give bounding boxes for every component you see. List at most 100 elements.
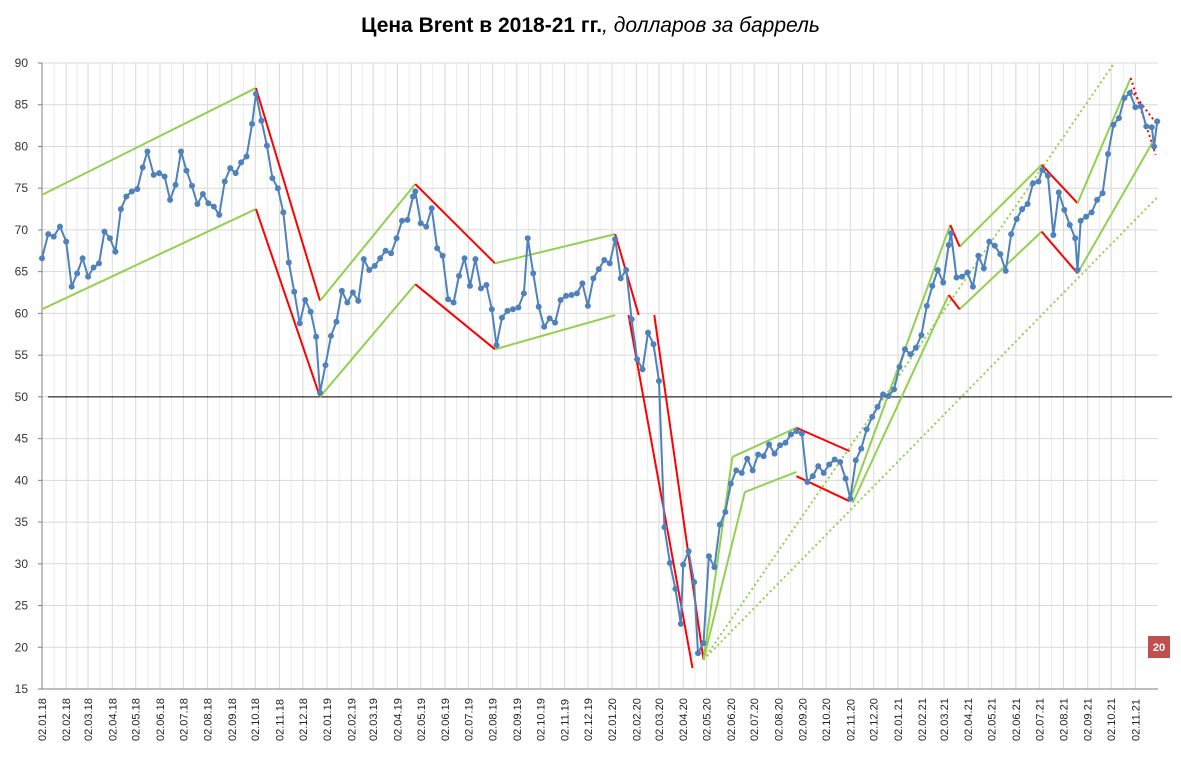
data-point — [760, 453, 767, 460]
x-tick-label: 02.02.19 — [346, 698, 358, 741]
data-point — [826, 461, 833, 468]
data-point — [366, 266, 373, 273]
data-point — [344, 299, 351, 306]
data-point — [997, 251, 1004, 258]
data-point — [568, 292, 575, 299]
trend-line-up — [41, 87, 257, 196]
data-point — [232, 170, 239, 177]
data-point — [1002, 267, 1009, 274]
data-point — [787, 431, 794, 438]
data-point — [322, 362, 329, 369]
price-series — [39, 90, 1161, 657]
data-point — [333, 318, 340, 325]
data-point — [958, 273, 965, 280]
y-tick-label: 40 — [15, 473, 29, 487]
data-point — [722, 509, 729, 516]
x-tick-label: 02.11.19 — [559, 699, 571, 741]
trend-line-down — [949, 224, 961, 248]
data-point — [274, 185, 281, 192]
data-point — [291, 288, 298, 295]
data-point — [880, 391, 887, 398]
data-point — [546, 315, 553, 322]
data-point — [79, 255, 86, 262]
data-point — [612, 236, 619, 243]
data-point — [1148, 124, 1155, 131]
data-point — [172, 181, 179, 188]
data-point — [1083, 213, 1090, 220]
data-point — [766, 441, 773, 448]
data-point — [439, 252, 446, 259]
data-point — [798, 430, 805, 437]
data-point — [953, 274, 960, 281]
x-tick-label: 02.12.18 — [298, 698, 310, 741]
data-point — [755, 451, 762, 458]
x-tick-label: 02.09.19 — [512, 698, 524, 741]
data-point — [634, 356, 641, 363]
data-point — [541, 323, 548, 330]
x-tick-label: 02.11.20 — [845, 699, 857, 741]
data-point — [896, 363, 903, 370]
x-tick-label: 02.04.19 — [392, 698, 404, 741]
data-point — [524, 235, 531, 242]
data-point — [227, 165, 234, 172]
y-tick-label: 85 — [15, 98, 29, 112]
data-point — [509, 306, 516, 313]
chart-title-bold: Цена Brent в 2018-21 гг. — [361, 14, 603, 37]
data-point — [705, 553, 712, 560]
x-tick-label: 02.03.18 — [83, 698, 95, 741]
data-point — [1050, 231, 1057, 238]
data-point — [711, 564, 718, 571]
data-point — [912, 344, 919, 351]
x-tick-label: 02.08.19 — [488, 698, 500, 741]
data-point — [1088, 209, 1095, 216]
badge-box — [1148, 636, 1170, 658]
data-point — [606, 260, 613, 267]
data-point — [412, 188, 419, 195]
data-point — [1035, 178, 1042, 185]
y-tick-label: 55 — [15, 348, 29, 362]
data-point — [661, 524, 668, 531]
trend-line-up — [702, 195, 1159, 661]
x-tick-label: 02.01.21 — [893, 698, 905, 741]
data-point — [1024, 201, 1031, 208]
trend-line-up — [702, 456, 734, 660]
data-point — [178, 148, 185, 155]
data-point — [793, 428, 800, 435]
data-point — [258, 117, 265, 124]
trend-line-up — [319, 183, 417, 302]
data-point — [144, 148, 151, 155]
data-point — [1105, 150, 1112, 157]
data-point — [101, 228, 108, 235]
data-point — [945, 241, 952, 248]
data-point — [901, 346, 908, 353]
data-point — [183, 167, 190, 174]
x-tick-label: 02.02.20 — [631, 698, 643, 741]
data-point — [434, 245, 441, 252]
data-point — [188, 182, 195, 189]
y-tick-label: 15 — [15, 682, 29, 696]
data-point — [263, 142, 270, 149]
data-point — [388, 250, 395, 257]
data-point — [139, 164, 146, 171]
trend-line-down — [414, 283, 496, 351]
data-point — [393, 235, 400, 242]
data-point — [716, 521, 723, 528]
data-point — [156, 170, 163, 177]
data-point — [1110, 121, 1117, 128]
data-point — [488, 306, 495, 313]
data-point — [423, 223, 430, 230]
y-tick-label: 35 — [15, 515, 29, 529]
data-point — [377, 255, 384, 262]
x-tick-label: 02.01.19 — [322, 698, 334, 741]
data-point — [85, 273, 92, 280]
data-point — [167, 196, 174, 203]
data-point — [327, 332, 334, 339]
data-point — [285, 259, 292, 266]
badge-label: 20 — [1153, 642, 1165, 654]
x-tick-label: 02.09.21 — [1083, 698, 1095, 741]
data-point — [601, 256, 608, 263]
chart-title: Цена Brent в 2018-21 гг., долларов за ба… — [0, 14, 1181, 38]
x-tick-label: 02.05.19 — [416, 698, 428, 741]
data-point — [504, 307, 511, 314]
